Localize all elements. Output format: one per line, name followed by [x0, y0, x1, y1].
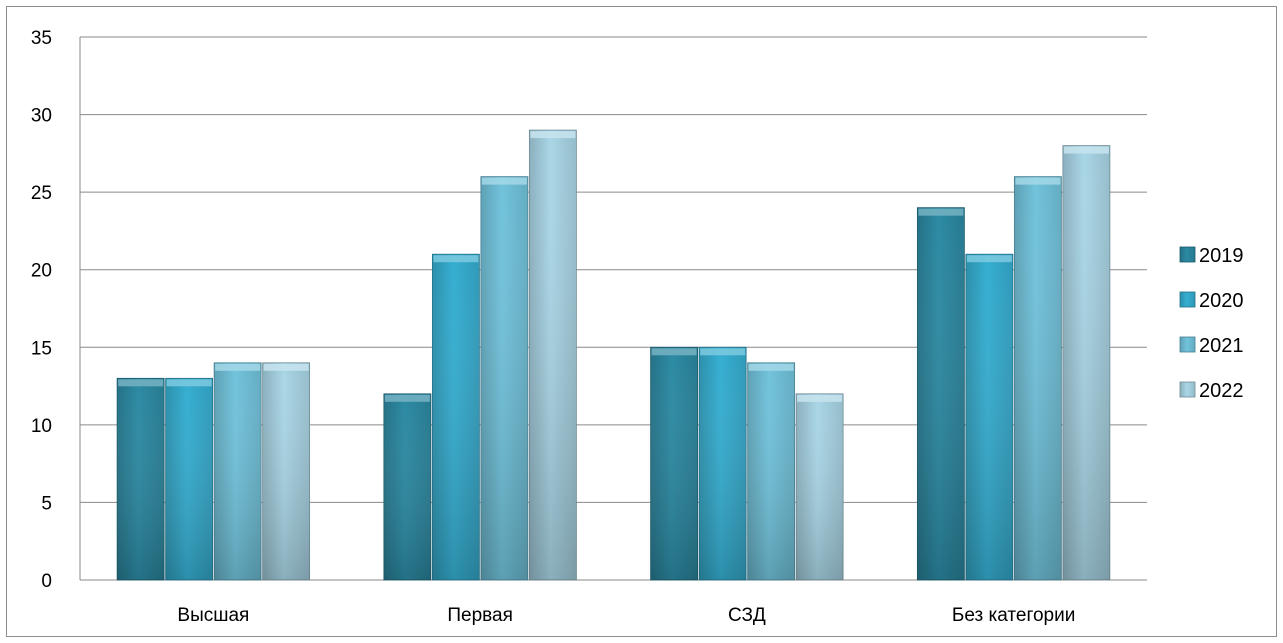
legend-swatch: [1179, 336, 1196, 353]
legend-item-2019: 2019: [1179, 245, 1244, 267]
y-axis: 0 5 10 15 20 25 30 35: [31, 28, 81, 592]
y-tick-label: 10: [31, 416, 52, 437]
bar-2020-СЗД: [698, 346, 747, 581]
x-tick-label: Без категории: [952, 605, 1075, 626]
legend-label: 2021: [1199, 335, 1244, 357]
legend-label: 2019: [1199, 245, 1244, 267]
bar-2021-Высшая: [213, 362, 262, 581]
bars: [116, 129, 1111, 581]
legend: 2019 2020 2021 2022: [1179, 245, 1244, 402]
x-tick-label: Высшая: [177, 605, 249, 626]
bar-2022-СЗД: [795, 393, 844, 581]
bar-2020-Первая: [431, 253, 480, 581]
y-tick-label: 5: [41, 493, 52, 514]
x-axis: Высшая Первая СЗД Без категории: [177, 605, 1075, 626]
legend-item-2020: 2020: [1179, 290, 1244, 312]
legend-swatch: [1179, 246, 1196, 263]
x-tick-label: СЗД: [728, 605, 766, 626]
y-tick-label: 20: [31, 261, 52, 282]
y-tick-label: 0: [41, 571, 52, 592]
bar-2021-Первая: [480, 176, 529, 581]
legend-swatch: [1179, 381, 1196, 398]
legend-item-2022: 2022: [1179, 380, 1244, 402]
y-tick-label: 15: [31, 338, 52, 359]
bar-2019-Без категории: [916, 207, 965, 581]
legend-label: 2020: [1199, 290, 1244, 312]
bar-2019-СЗД: [650, 346, 699, 581]
bar-2020-Без категории: [965, 253, 1014, 581]
bar-2022-Без категории: [1062, 145, 1111, 581]
bar-2019-Первая: [383, 393, 432, 581]
bar-2021-Без категории: [1013, 176, 1062, 581]
bar-2022-Первая: [528, 129, 577, 581]
legend-swatch: [1179, 291, 1196, 308]
y-tick-label: 35: [31, 28, 52, 49]
bar-2022-Высшая: [262, 362, 311, 581]
y-tick-label: 25: [31, 183, 52, 204]
x-tick-label: Первая: [447, 605, 513, 626]
bar-2019-Высшая: [116, 377, 165, 581]
legend-label: 2022: [1199, 380, 1244, 402]
legend-item-2021: 2021: [1179, 335, 1244, 357]
bar-2020-Высшая: [165, 377, 214, 581]
y-tick-label: 30: [31, 106, 52, 127]
bar-2021-СЗД: [747, 362, 796, 581]
